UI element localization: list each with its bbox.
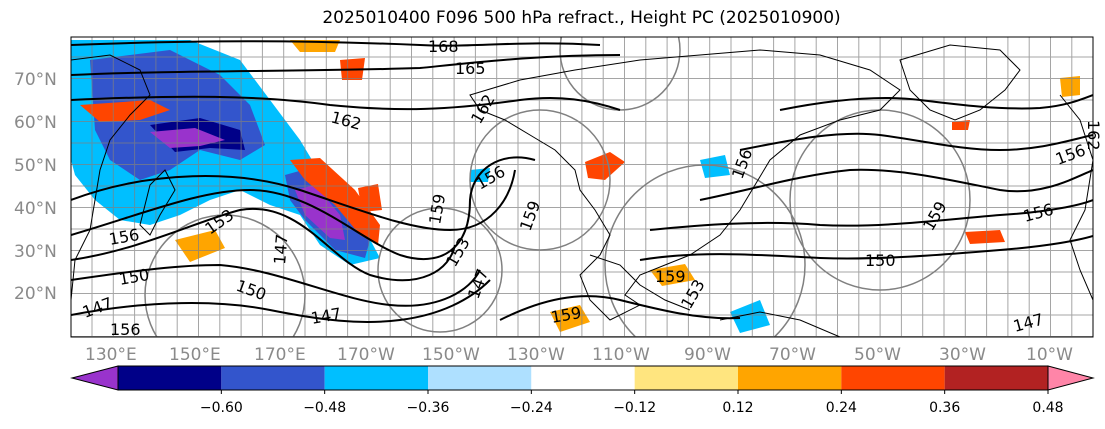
lat-label: 60°N xyxy=(14,113,57,133)
lon-label: 90°W xyxy=(684,345,731,365)
contour-east-150 xyxy=(639,235,1093,261)
negative-anomaly-caribbean xyxy=(730,300,770,333)
colorbar-tick-label: −0.48 xyxy=(303,400,346,416)
lat-label: 50°N xyxy=(14,156,57,176)
contour-156 xyxy=(71,156,536,260)
lat-label: 20°N xyxy=(14,284,57,304)
lon-label: 150°W xyxy=(422,345,480,365)
colorbar-swatch xyxy=(118,366,222,390)
colorbar-tick-label: −0.60 xyxy=(200,400,243,416)
contour-147 xyxy=(71,279,491,323)
contour-label: 168 xyxy=(428,37,459,56)
coastline-japan xyxy=(139,169,176,236)
contour-east-162 xyxy=(779,94,1093,111)
colorbar-extend-high xyxy=(1047,365,1095,391)
lon-label: 110°W xyxy=(592,345,650,365)
colorbar-tick-label: −0.36 xyxy=(407,400,450,416)
lon-label: 170°W xyxy=(337,345,395,365)
colorbar-tick-label: 0.48 xyxy=(1032,400,1063,416)
contour-label: 156 xyxy=(110,320,141,339)
contour-label: 162 xyxy=(1084,120,1103,151)
contour-label: 159 xyxy=(655,267,686,286)
positive-anomaly-atlantic-2 xyxy=(1060,76,1080,97)
colorbar-swatch xyxy=(944,366,1048,390)
colorbar xyxy=(70,365,1095,391)
map-title: 2025010400 F096 500 hPa refract., Height… xyxy=(322,8,841,28)
lon-label: 70°W xyxy=(769,345,816,365)
coastline-europe xyxy=(1059,94,1093,301)
contour-label: 165 xyxy=(455,59,486,78)
contour-east-159 xyxy=(739,132,1093,152)
lon-label: 50°W xyxy=(854,345,901,365)
coastline-north-america xyxy=(469,49,901,321)
coastline-south-america xyxy=(719,311,841,337)
positive-anomaly-atlantic-1 xyxy=(965,230,1005,244)
map-frame xyxy=(70,36,1094,338)
lon-label: 170°E xyxy=(254,345,306,365)
negative-anomaly-purple-streak xyxy=(295,185,345,240)
lon-label: 130°W xyxy=(507,345,565,365)
lon-label: 30°W xyxy=(939,345,986,365)
colorbar-swatch xyxy=(324,366,428,390)
colorbar-tick-label: 0.12 xyxy=(722,400,753,416)
contour-168 xyxy=(71,40,601,47)
contour-153 xyxy=(71,207,456,282)
colorbar-extend-low xyxy=(70,365,119,391)
contour-159 xyxy=(71,169,516,232)
colorbar-tick-label: 0.24 xyxy=(826,400,857,416)
contour-label: 150 xyxy=(865,251,896,270)
contour-162 xyxy=(71,95,621,111)
colorbar-swatch xyxy=(738,366,842,390)
coastline-mexico xyxy=(589,254,691,311)
latitude-labels: 70°N 60°N 50°N 40°N 30°N 20°N xyxy=(14,70,57,304)
lat-label: 30°N xyxy=(14,242,57,262)
lon-label: 130°E xyxy=(85,345,137,365)
colorbar-swatch xyxy=(531,366,635,390)
positive-anomaly-caribbean xyxy=(650,264,695,286)
longitude-labels: 130°E 150°E 170°E 170°W 150°W 130°W 110°… xyxy=(85,345,1073,365)
coastline-asia xyxy=(71,54,151,301)
contour-south-147 xyxy=(499,295,741,321)
colorbar-tick-labels: −0.60 −0.48 −0.36 −0.24 −0.12 0.12 0.24 0.36 0.4… xyxy=(200,390,1064,416)
colorbar-frame xyxy=(117,365,1049,391)
contour-165 xyxy=(71,54,621,76)
colorbar-tick-label: −0.24 xyxy=(510,400,553,416)
negative-anomaly-gulf xyxy=(700,155,730,178)
lat-label: 70°N xyxy=(14,70,57,90)
contour-east-156 xyxy=(699,168,1093,201)
positive-anomaly-pacific xyxy=(550,305,590,332)
positive-anomaly-west-2 xyxy=(175,230,225,262)
positive-anomaly-east-1 xyxy=(358,184,382,212)
contour-east-153 xyxy=(649,199,1093,231)
lat-label: 40°N xyxy=(14,199,57,219)
colorbar-tick-label: 0.36 xyxy=(929,400,960,416)
colorbar-swatch xyxy=(634,366,738,390)
colorbar-swatch xyxy=(221,366,325,390)
colorbar-tick-label: −0.12 xyxy=(613,400,656,416)
contour-150 xyxy=(71,263,481,307)
positive-anomaly-bc xyxy=(585,152,625,180)
lon-label: 10°W xyxy=(1026,345,1073,365)
colorbar-swatch xyxy=(428,366,532,390)
positive-anomaly-west-1 xyxy=(80,100,170,122)
contour-label: 147 xyxy=(270,233,292,265)
lon-label: 150°E xyxy=(169,345,221,365)
colorbar-swatch xyxy=(841,366,945,390)
height-contour-layer xyxy=(71,40,1093,323)
